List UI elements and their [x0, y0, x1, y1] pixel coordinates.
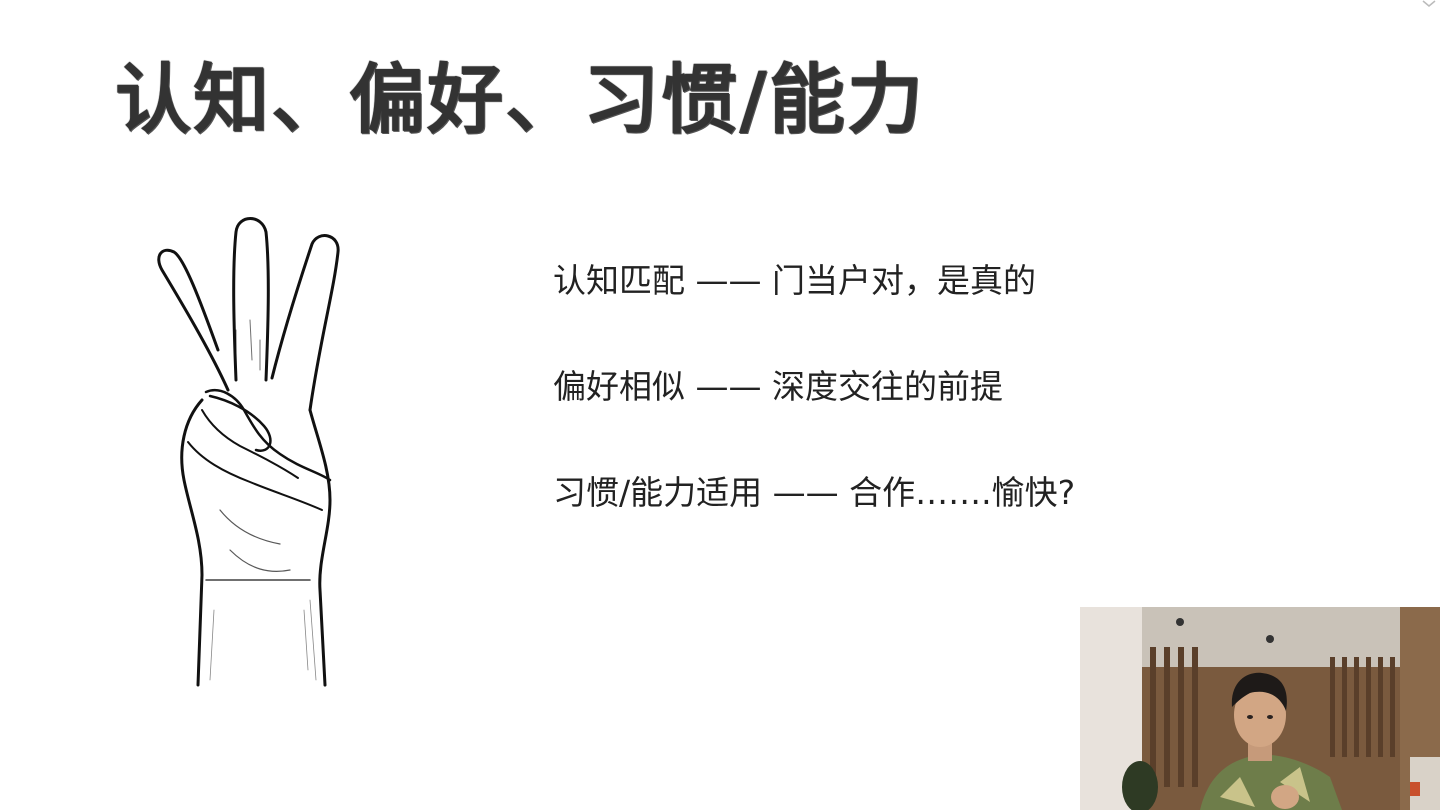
point-habit-ability: 习惯/能力适用 —— 合作…….愉快? [553, 473, 1076, 512]
presenter-video [1080, 607, 1440, 810]
bullet-list: 认知匹配 —— 门当户对，是真的 偏好相似 —— 深度交往的前提 习惯/能力适用… [553, 255, 1075, 573]
point-preference: 偏好相似 —— 深度交往的前提 [553, 367, 1003, 406]
three-fingers-hand-icon [140, 210, 360, 690]
corner-mark-icon [1422, 0, 1436, 7]
slide-title: 认知、偏好、习惯/能力 [115, 55, 925, 144]
point-cognition: 认知匹配 —— 门当户对，是真的 [553, 261, 1036, 300]
